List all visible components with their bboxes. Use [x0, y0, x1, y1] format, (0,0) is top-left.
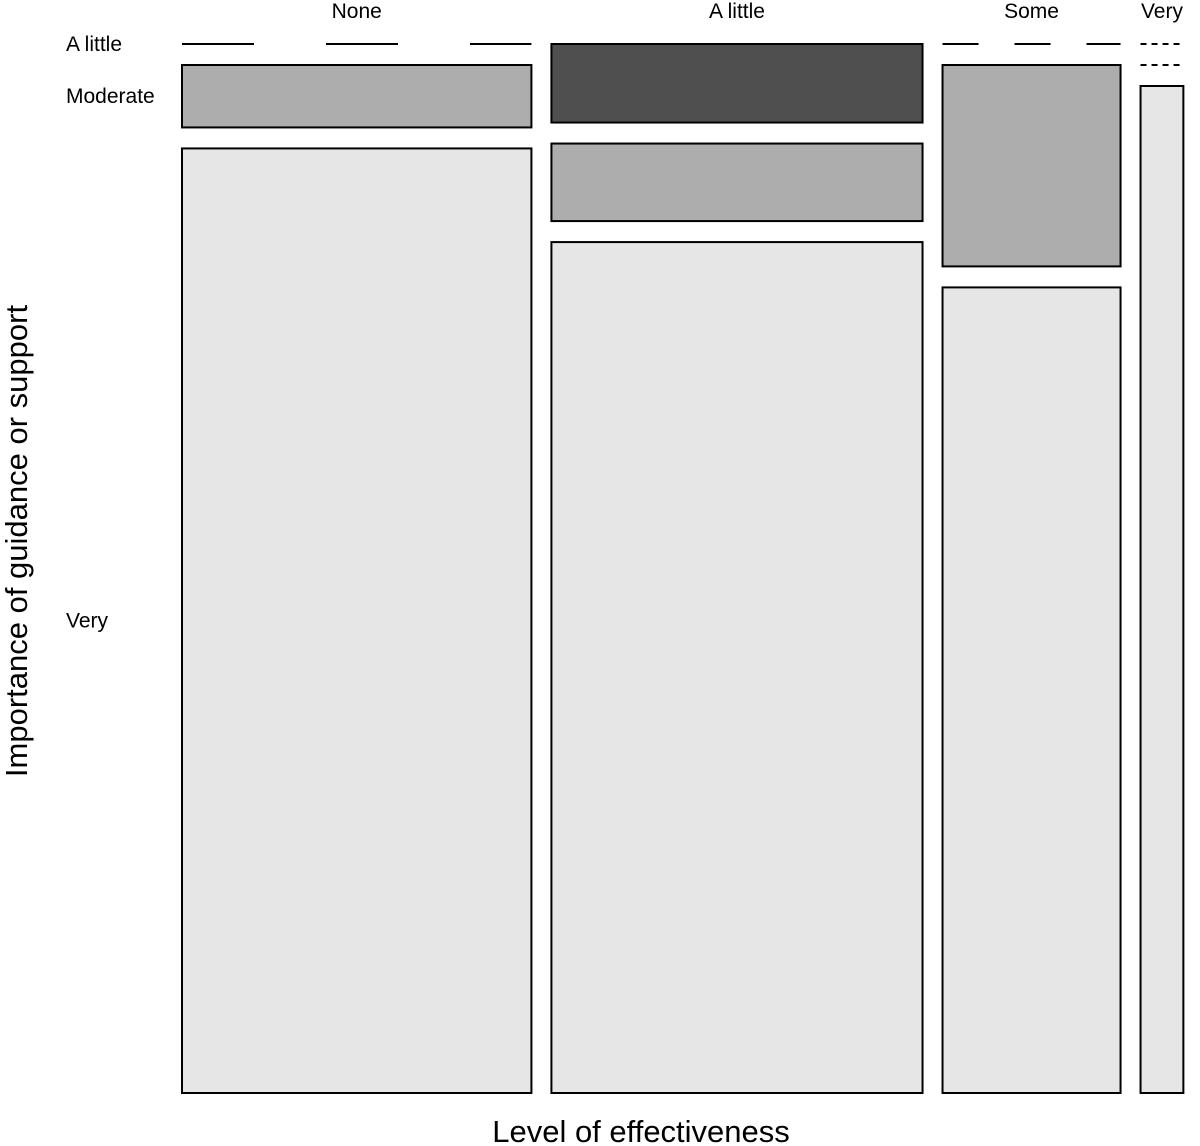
row-label-very: Very — [66, 610, 109, 633]
tile-some-moderate — [941, 64, 1122, 268]
row-label-a-little: A little — [66, 33, 122, 56]
column-label-a-little: A little — [709, 0, 765, 23]
tile-very-very — [1139, 85, 1185, 1094]
x-axis-label: Level of effectiveness — [492, 1114, 790, 1146]
column-label-some: Some — [1004, 0, 1059, 23]
tile-none-moderate — [181, 64, 533, 129]
tile-a-little-moderate — [550, 142, 924, 223]
row-labels: A little Moderate Very — [66, 33, 155, 633]
tile-a-little-very — [550, 241, 924, 1094]
column-label-very: Very — [1141, 0, 1184, 23]
y-axis-label: Importance of guidance or support — [0, 305, 34, 778]
column-label-none: None — [332, 0, 382, 23]
tile-a-little-a-little — [550, 43, 924, 124]
tile-none-very — [181, 147, 533, 1094]
mosaic-tiles — [181, 43, 1185, 1094]
row-label-moderate: Moderate — [66, 85, 155, 108]
column-labels: None A little Some Very — [332, 0, 1184, 23]
tile-some-very — [941, 286, 1122, 1094]
